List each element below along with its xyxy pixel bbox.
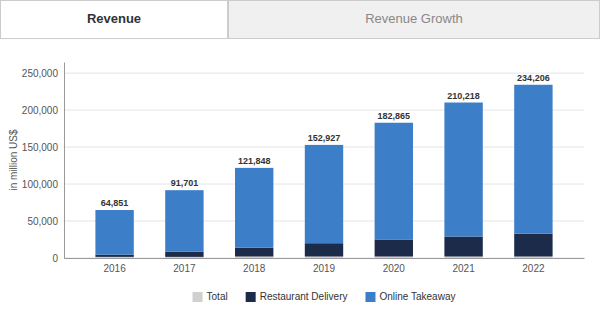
bar	[514, 85, 552, 234]
plot: 050,000100,000150,000200,000250,00020162…	[22, 63, 585, 275]
series	[95, 257, 552, 258]
bar	[305, 145, 343, 243]
tick: 200,000	[22, 105, 64, 116]
bar	[95, 255, 133, 257]
grid-line	[64, 258, 584, 259]
legend-label: Restaurant Delivery	[260, 291, 348, 302]
total-label: 210,218	[447, 91, 480, 101]
tick-label: 200,000	[22, 105, 59, 116]
tabs: Revenue Revenue Growth	[1, 1, 600, 39]
chart: Revenue Revenue Growth 0 50,000 100,000 150,0…	[0, 0, 600, 310]
tab-active	[1, 1, 228, 39]
legend: Total Restaurant Delivery Online Takeaway	[193, 291, 456, 302]
tick-label: 0	[52, 253, 58, 264]
tick-label: 150,000	[22, 142, 59, 153]
tick-label: 2018	[243, 263, 266, 274]
tick: 2021	[452, 258, 475, 274]
legend-swatch	[365, 292, 375, 302]
tick-label: 2019	[313, 263, 336, 274]
bar	[235, 257, 273, 258]
total-labels: 64,851 91,701 121,848 152,927 182,865 210,218…	[101, 73, 550, 208]
grid-line	[64, 110, 584, 111]
tick-label: 50,000	[27, 216, 58, 227]
tick-label: 2020	[383, 263, 406, 274]
tick-label: 100,000	[22, 179, 59, 190]
bar	[375, 123, 413, 240]
total-label: 182,865	[378, 111, 411, 121]
bar	[95, 257, 133, 258]
total-label: 234,206	[517, 73, 550, 83]
tick: 250,000	[22, 68, 64, 79]
axis-line	[64, 63, 65, 259]
bar	[235, 168, 273, 248]
legend-label: Total	[207, 291, 228, 302]
tick-label: 2017	[173, 263, 196, 274]
legend-item: Restaurant Delivery	[246, 291, 348, 302]
x-axis: 2016 2017 2018 2019 2020 2021 2022	[65, 258, 585, 274]
bar	[165, 190, 203, 252]
tick: 2018	[243, 258, 266, 274]
bar	[444, 103, 482, 237]
y-axis: 0 50,000 100,000 150,000 200,000 250,000	[22, 63, 65, 264]
legend-item: Total	[193, 291, 228, 302]
bar	[444, 257, 482, 258]
bar	[235, 248, 273, 257]
subtitle: Revenue Growth	[365, 11, 463, 26]
bar	[95, 210, 133, 255]
tick: 2019	[313, 258, 336, 274]
tick: 50,000	[27, 216, 64, 227]
tick-label: 250,000	[22, 68, 59, 79]
bar	[514, 257, 552, 258]
bar	[375, 240, 413, 257]
total-label: 121,848	[238, 156, 271, 166]
tick: 2022	[522, 258, 545, 274]
bar	[305, 243, 343, 256]
title: Revenue	[87, 11, 141, 26]
tick-label: 2016	[103, 263, 126, 274]
y-axis-title: in million US$	[8, 129, 19, 191]
legend-item: Online Takeaway	[365, 291, 455, 302]
tick: 0	[52, 253, 64, 264]
bar	[165, 257, 203, 258]
legend-swatch	[246, 292, 256, 302]
tick-label: 2021	[452, 263, 475, 274]
legend-swatch	[193, 292, 203, 302]
axis-line	[65, 258, 585, 259]
bar	[375, 257, 413, 258]
bar	[305, 257, 343, 258]
legend-label: Online Takeaway	[379, 291, 455, 302]
grid-line	[64, 73, 584, 74]
total-label: 64,851	[101, 198, 129, 208]
bar	[514, 234, 552, 257]
total-label: 91,701	[171, 178, 199, 188]
tick-label: 2022	[522, 263, 545, 274]
tick: 100,000	[22, 179, 64, 190]
tick: 2020	[383, 258, 406, 274]
bar	[444, 237, 482, 257]
bar	[165, 252, 203, 257]
tick: 2016	[103, 258, 126, 274]
tick: 150,000	[22, 142, 64, 153]
grid	[64, 73, 584, 258]
series	[95, 85, 552, 255]
tab-inactive	[229, 1, 600, 39]
bars	[95, 85, 552, 258]
tick: 2017	[173, 258, 196, 274]
total-label: 152,927	[308, 133, 341, 143]
